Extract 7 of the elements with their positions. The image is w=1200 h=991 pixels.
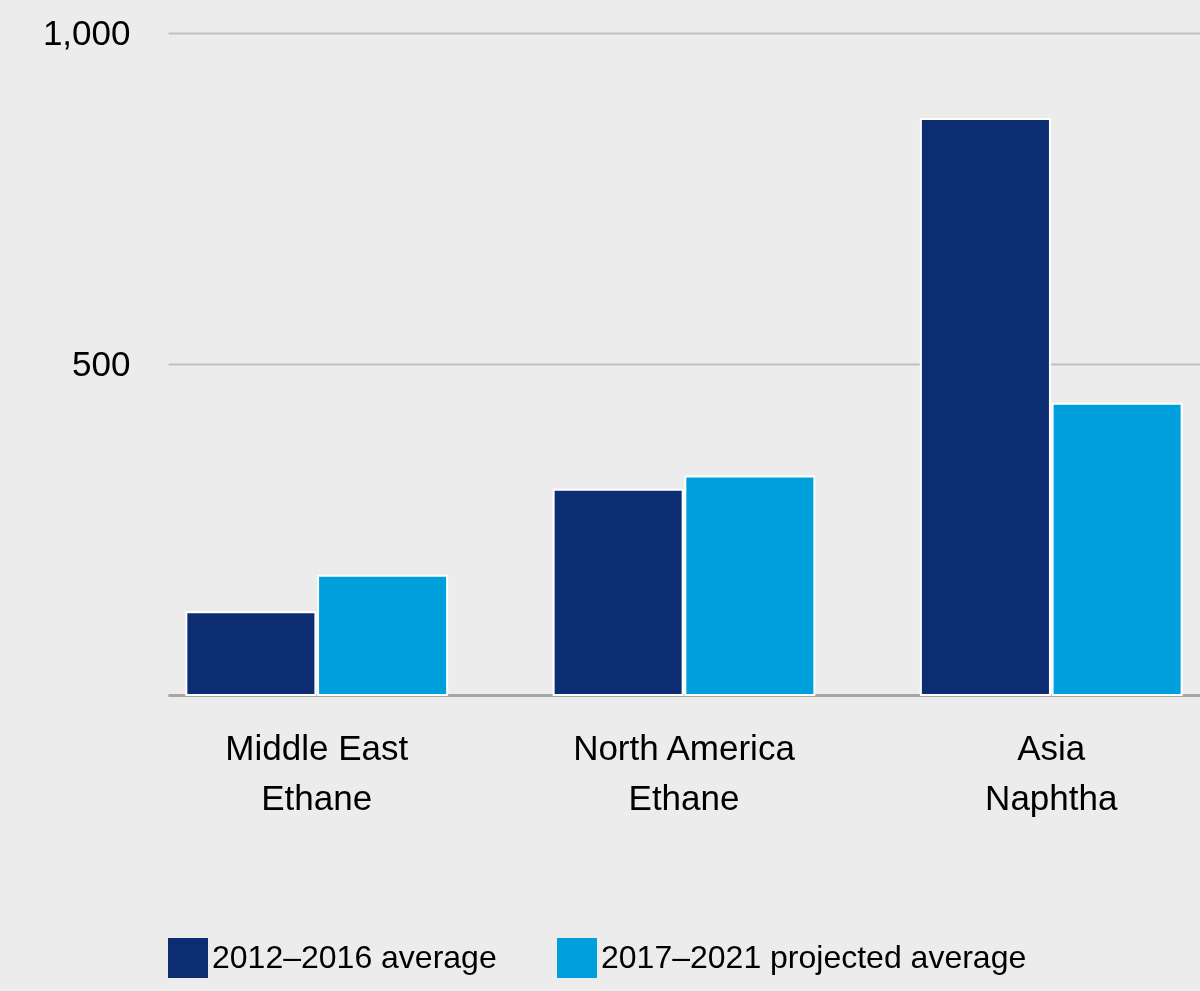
y-tick-label: 1,000 [42, 12, 131, 52]
x-tick-label: North America Ethane [573, 727, 796, 817]
y-tick-label: 500 [72, 343, 131, 383]
x-tick-label: Asia Naphtha [985, 727, 1118, 817]
legend-label: 2012–2016 average [212, 939, 497, 975]
x-tick-label: Middle East Ethane [225, 727, 409, 817]
legend-label: 2017–2021 projected average [601, 939, 1027, 975]
